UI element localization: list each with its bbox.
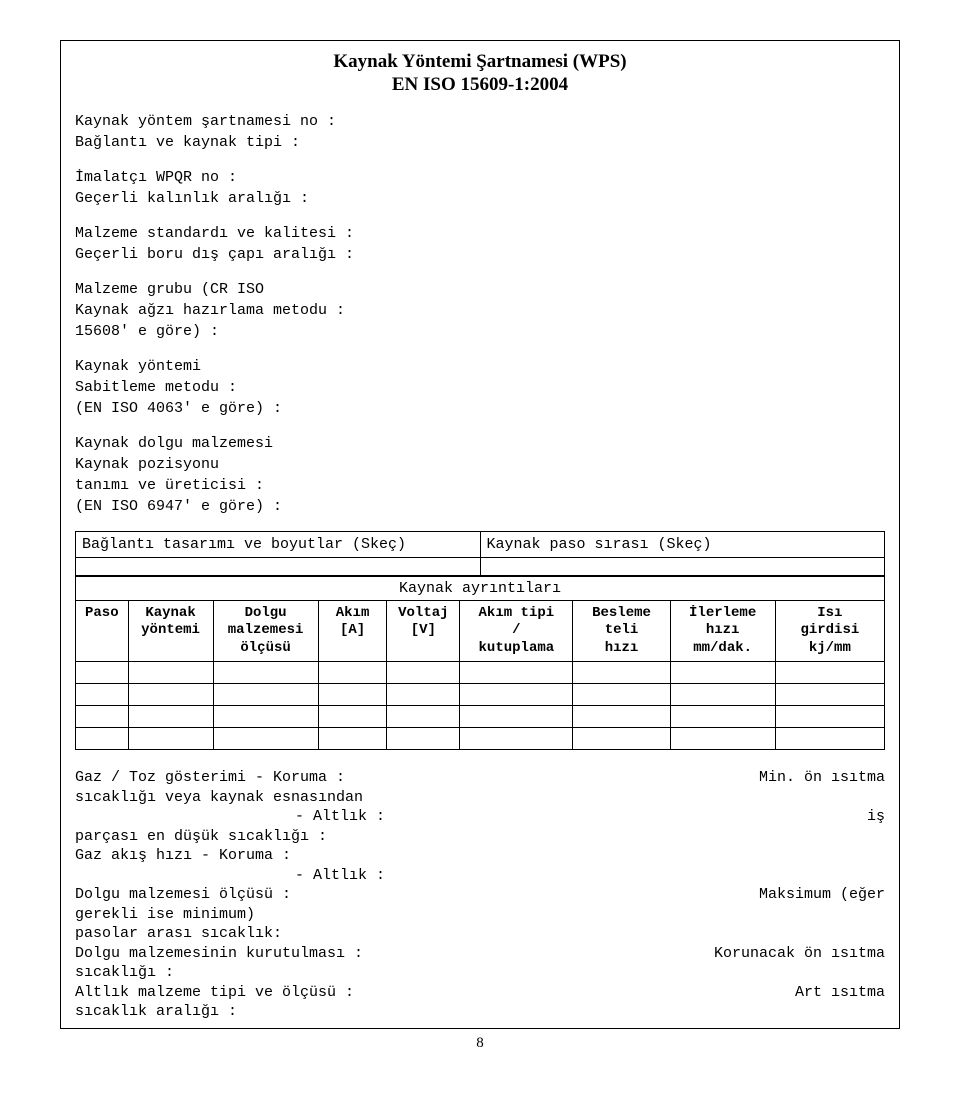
col-filler-l3: ölçüsü xyxy=(240,640,290,656)
sicaklik-araligi-label: sıcaklık aralığı : xyxy=(75,1002,885,1022)
col-current: Akım [A] xyxy=(318,600,387,662)
col-polarity-l1: Akım tipi xyxy=(479,605,555,621)
field-material-std: Malzeme standardı ve kalitesi : xyxy=(75,223,885,244)
altlik1-label: - Altlık : xyxy=(75,807,847,827)
col-travel-l3: mm/dak. xyxy=(693,640,752,656)
bottom-block: Gaz / Toz gösterimi - Koruma : Min. ön ı… xyxy=(75,768,885,1022)
col-travel: İlerleme hızı mm/dak. xyxy=(670,600,775,662)
pasolar-label: pasolar arası sıcaklık: xyxy=(75,924,885,944)
field-pipe-range: Geçerli boru dış çapı aralığı : xyxy=(75,244,885,265)
col-polarity: Akım tipi / kutuplama xyxy=(460,600,573,662)
title-line-2: EN ISO 15609-1:2004 xyxy=(75,74,885,97)
field-block-2: İmalatçı WPQR no : Geçerli kalınlık aral… xyxy=(75,167,885,209)
sketch-header-row: Bağlantı tasarımı ve boyutlar (Skeç) Kay… xyxy=(76,531,885,557)
col-heat: Isı girdisi kj/mm xyxy=(775,600,884,662)
field-dolgu: Kaynak dolgu malzemesi xyxy=(75,433,885,454)
col-heat-l3: kj/mm xyxy=(809,640,851,656)
col-voltage: Voltaj [V] xyxy=(387,600,460,662)
art-isitma-label: Art ısıtma xyxy=(775,983,885,1003)
sketch-right-cell xyxy=(480,557,885,575)
col-heat-l2: girdisi xyxy=(800,622,859,638)
page: Kaynak Yöntemi Şartnamesi (WPS) EN ISO 1… xyxy=(0,0,960,1113)
field-iso6947: (EN ISO 6947' e göre) : xyxy=(75,496,885,517)
altlik-malzeme-label: Altlık malzeme tipi ve ölçüsü : xyxy=(75,983,775,1003)
bottom-row-altlik1: - Altlık : iş xyxy=(75,807,885,827)
gaz-akis-label: Gaz akış hızı - Koruma : xyxy=(75,846,885,866)
details-row-1 xyxy=(76,662,885,684)
col-voltage-l2: [V] xyxy=(411,622,436,638)
field-kaynak-yontemi: Kaynak yöntemi xyxy=(75,356,885,377)
parcasi-label: parçası en düşük sıcaklığı : xyxy=(75,827,885,847)
details-row-4 xyxy=(76,728,885,750)
korunacak-label: Korunacak ön ısıtma xyxy=(694,944,885,964)
field-iso15608: 15608' e göre) : xyxy=(75,321,885,342)
min-preheat-label: Min. ön ısıtma xyxy=(739,768,885,788)
col-wirefeed: Besleme teli hızı xyxy=(573,600,670,662)
details-table: Paso Kaynak yöntemi Dolgu malzemesi ölçü… xyxy=(75,600,885,751)
field-block-3: Malzeme standardı ve kalitesi : Geçerli … xyxy=(75,223,885,265)
title-block: Kaynak Yöntemi Şartnamesi (WPS) EN ISO 1… xyxy=(75,51,885,97)
details-caption: Kaynak ayrıntıları xyxy=(75,576,885,600)
title-line-1: Kaynak Yöntemi Şartnamesi (WPS) xyxy=(75,51,885,74)
sketch-left-header: Bağlantı tasarımı ve boyutlar (Skeç) xyxy=(76,531,481,557)
col-travel-l1: İlerleme xyxy=(689,605,756,621)
gerekli-label: gerekli ise minimum) xyxy=(75,905,885,925)
bottom-row-altlik-malz: Altlık malzeme tipi ve ölçüsü : Art ısıt… xyxy=(75,983,885,1003)
field-block-5: Kaynak yöntemi Sabitleme metodu : (EN IS… xyxy=(75,356,885,419)
dolgu-kurut-label: Dolgu malzemesinin kurutulması : xyxy=(75,944,694,964)
altlik2-label: - Altlık : xyxy=(75,866,885,886)
col-heat-l1: Isı xyxy=(817,605,842,621)
sicakligi-kaynak: sıcaklığı veya kaynak esnasından xyxy=(75,788,885,808)
bottom-row-dolgu: Dolgu malzemesi ölçüsü : Maksimum (eğer xyxy=(75,885,885,905)
dolgu-olcu-label: Dolgu malzemesi ölçüsü : xyxy=(75,885,739,905)
field-iso4063: (EN ISO 4063' e göre) : xyxy=(75,398,885,419)
col-filler-l2: malzemesi xyxy=(228,622,304,638)
page-number: 8 xyxy=(60,1035,900,1052)
col-current-l2: [A] xyxy=(340,622,365,638)
field-tanimi: tanımı ve üreticisi : xyxy=(75,475,885,496)
max-eger-label: Maksimum (eğer xyxy=(739,885,885,905)
sketch-blank-row xyxy=(76,557,885,575)
col-filler-l1: Dolgu xyxy=(245,605,287,621)
col-process-l1: Kaynak xyxy=(145,605,195,621)
field-block-6: Kaynak dolgu malzemesi Kaynak pozisyonu … xyxy=(75,433,885,517)
sicakligi-label: sıcaklığı : xyxy=(75,963,885,983)
col-filler: Dolgu malzemesi ölçüsü xyxy=(213,600,318,662)
field-groove-prep: Kaynak ağzı hazırlama metodu : xyxy=(75,300,885,321)
col-paso-l1: Paso xyxy=(85,605,119,621)
sketch-left-cell xyxy=(76,557,481,575)
col-polarity-l3: kutuplama xyxy=(479,640,555,656)
field-block-1: Kaynak yöntem şartnamesi no : Bağlantı v… xyxy=(75,111,885,153)
field-material-group: Malzeme grubu (CR ISO xyxy=(75,279,885,300)
gas-shield-label: Gaz / Toz gösterimi - Koruma : xyxy=(75,768,739,788)
details-row-3 xyxy=(76,706,885,728)
sketch-table: Bağlantı tasarımı ve boyutlar (Skeç) Kay… xyxy=(75,531,885,576)
col-current-l1: Akım xyxy=(336,605,370,621)
col-wirefeed-l3: hızı xyxy=(605,640,639,656)
col-paso: Paso xyxy=(76,600,129,662)
col-process: Kaynak yöntemi xyxy=(128,600,213,662)
is-label: iş xyxy=(847,807,885,827)
sketch-right-header: Kaynak paso sırası (Skeç) xyxy=(480,531,885,557)
col-voltage-l1: Voltaj xyxy=(398,605,448,621)
field-sabitleme: Sabitleme metodu : xyxy=(75,377,885,398)
col-travel-l2: hızı xyxy=(706,622,740,638)
field-wps-no: Kaynak yöntem şartnamesi no : xyxy=(75,111,885,132)
col-process-l2: yöntemi xyxy=(141,622,200,638)
col-wirefeed-l2: teli xyxy=(605,622,639,638)
field-wpqr-no: İmalatçı WPQR no : xyxy=(75,167,885,188)
field-thickness-range: Geçerli kalınlık aralığı : xyxy=(75,188,885,209)
col-wirefeed-l1: Besleme xyxy=(592,605,651,621)
col-polarity-l2: / xyxy=(512,622,520,638)
details-header-row: Paso Kaynak yöntemi Dolgu malzemesi ölçü… xyxy=(76,600,885,662)
field-block-4: Malzeme grubu (CR ISO Kaynak ağzı hazırl… xyxy=(75,279,885,342)
field-joint-type: Bağlantı ve kaynak tipi : xyxy=(75,132,885,153)
document-border: Kaynak Yöntemi Şartnamesi (WPS) EN ISO 1… xyxy=(60,40,900,1029)
bottom-row-1: Gaz / Toz gösterimi - Koruma : Min. ön ı… xyxy=(75,768,885,788)
field-pozisyon: Kaynak pozisyonu xyxy=(75,454,885,475)
details-row-2 xyxy=(76,684,885,706)
bottom-row-kurut: Dolgu malzemesinin kurutulması : Korunac… xyxy=(75,944,885,964)
